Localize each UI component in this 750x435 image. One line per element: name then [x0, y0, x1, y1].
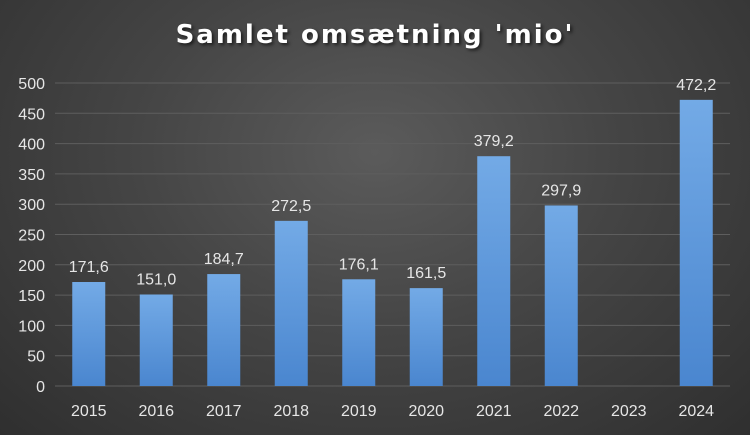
- x-tick-label: 2016: [138, 403, 174, 420]
- bars: [72, 99, 713, 386]
- data-label-2022: 297,9: [541, 182, 581, 199]
- data-label-2020: 161,5: [406, 265, 446, 282]
- x-axis: 2015 2016 2017 2018 2019 2020 2021 2022 2023 2024: [71, 403, 714, 420]
- bar-2018: [274, 220, 308, 386]
- data-label-2019: 176,1: [339, 256, 379, 273]
- x-tick-label: 2020: [408, 403, 444, 420]
- data-label-2018: 272,5: [271, 198, 311, 215]
- bar-2016: [139, 294, 173, 386]
- x-tick-label: 2022: [543, 403, 579, 420]
- x-tick-label: 2018: [273, 403, 309, 420]
- data-labels: 171,6 151,0 184,7 272,5 176,1 161,5 379,2 297,9…: [69, 77, 717, 289]
- y-tick-label: 250: [18, 228, 45, 245]
- y-axis: 0 50 100 150 200 250 300 350 400 450 500: [18, 76, 45, 396]
- bar-2020: [409, 288, 443, 386]
- x-tick-label: 2023: [611, 403, 647, 420]
- y-tick-label: 50: [27, 349, 45, 366]
- y-tick-label: 450: [18, 106, 45, 123]
- y-tick-label: 100: [18, 318, 45, 335]
- y-tick-label: 300: [18, 197, 45, 214]
- data-label-2016: 151,0: [136, 271, 176, 288]
- data-label-2024: 472,2: [676, 77, 716, 94]
- bar-2024: [679, 99, 713, 386]
- bar-2019: [342, 279, 376, 386]
- data-label-2015: 171,6: [69, 259, 109, 276]
- x-tick-label: 2019: [341, 403, 377, 420]
- bar-2017: [207, 274, 241, 386]
- y-tick-label: 350: [18, 167, 45, 184]
- x-tick-label: 2021: [476, 403, 512, 420]
- chart-title: Samlet omsætning 'mio': [175, 20, 575, 50]
- bar-2021: [477, 156, 511, 386]
- data-label-2017: 184,7: [204, 251, 244, 268]
- bar-2015: [72, 282, 106, 386]
- y-tick-label: 150: [18, 288, 45, 305]
- y-tick-label: 400: [18, 137, 45, 154]
- y-tick-label: 500: [18, 76, 45, 93]
- data-label-2021: 379,2: [474, 133, 514, 150]
- y-tick-label: 0: [36, 379, 45, 396]
- x-tick-label: 2017: [206, 403, 242, 420]
- y-tick-label: 200: [18, 258, 45, 275]
- x-tick-label: 2015: [71, 403, 107, 420]
- bar-2022: [544, 205, 578, 386]
- x-tick-label: 2024: [678, 403, 714, 420]
